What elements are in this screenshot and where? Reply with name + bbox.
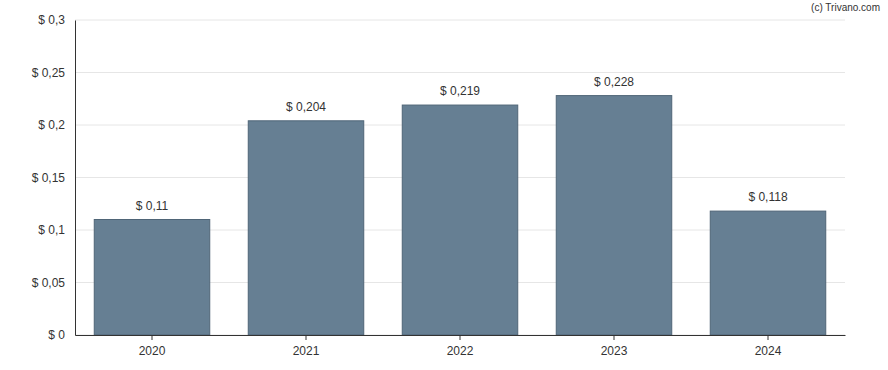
- x-tick-label: 2024: [755, 344, 782, 358]
- x-tick: 2021: [293, 335, 320, 358]
- x-tick-mark: [614, 335, 615, 340]
- x-tick-label: 2021: [293, 344, 320, 358]
- y-tick: $ 0,15: [32, 171, 75, 185]
- bar: [94, 220, 210, 336]
- y-tick: $ 0,3: [38, 13, 75, 27]
- x-tick-label: 2023: [601, 344, 628, 358]
- y-tick-label: $ 0,05: [32, 276, 66, 290]
- y-tick-label: $ 0,3: [38, 13, 65, 27]
- bars: [94, 96, 826, 335]
- y-tick: $ 0,05: [32, 276, 75, 290]
- data-label: $ 0,228: [594, 75, 634, 89]
- x-tick-label: 2022: [447, 344, 474, 358]
- annotation: (c) Trivano.com: [811, 2, 880, 13]
- x-tick-mark: [306, 335, 307, 340]
- x-tick: 2020: [139, 335, 166, 358]
- y-tick: $ 0,2: [38, 118, 75, 132]
- grid-line: [75, 20, 845, 21]
- y-tick-label: $ 0,25: [32, 66, 66, 80]
- x-tick-mark: [768, 335, 769, 340]
- y-tick-label: $ 0,1: [38, 223, 65, 237]
- chart: $ 0 $ 0,05 $ 0,1 $ 0,15 $ 0,2 $ 0,25 $ 0,3 2020…: [0, 0, 888, 370]
- y-axis: $ 0 $ 0,05 $ 0,1 $ 0,15 $ 0,2 $ 0,25 $ 0,3: [32, 13, 76, 342]
- data-label: $ 0,219: [440, 84, 480, 98]
- x-axis: 2020 2021 2022 2023 2024: [76, 335, 846, 358]
- x-tick: 2022: [447, 335, 474, 358]
- y-tick-label: $ 0,2: [38, 118, 65, 132]
- data-label: $ 0,11: [136, 199, 169, 213]
- x-tick-label: 2020: [139, 344, 166, 358]
- y-tick-label: $ 0: [48, 328, 65, 342]
- data-label: $ 0,118: [748, 190, 787, 204]
- plot: $ 0 $ 0,05 $ 0,1 $ 0,15 $ 0,2 $ 0,25 $ 0,3 2020…: [32, 13, 846, 357]
- bar: [248, 121, 364, 335]
- grid-line: [75, 72, 845, 73]
- y-tick: $ 0,25: [32, 66, 75, 80]
- x-tick-mark: [152, 335, 153, 340]
- bar: [402, 105, 518, 335]
- bar: [710, 211, 826, 335]
- y-tick: $ 0,1: [38, 223, 75, 237]
- x-tick-mark: [460, 335, 461, 340]
- y-tick: $ 0: [48, 328, 75, 342]
- data-labels: $ 0,11 $ 0,204 $ 0,219 $ 0,228 $ 0,118: [136, 75, 788, 213]
- x-tick: 2024: [755, 335, 782, 358]
- x-tick: 2023: [601, 335, 628, 358]
- y-axis-line: [75, 21, 76, 336]
- y-tick-label: $ 0,15: [32, 171, 66, 185]
- grid: [75, 20, 845, 335]
- data-label: $ 0,204: [286, 100, 326, 114]
- bar: [556, 96, 672, 335]
